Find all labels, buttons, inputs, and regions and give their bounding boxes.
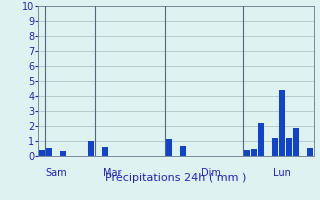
Bar	[286, 138, 292, 156]
Bar	[307, 148, 313, 156]
Text: Sam: Sam	[45, 168, 67, 178]
Bar	[279, 90, 285, 156]
Bar	[180, 146, 186, 156]
Bar	[88, 141, 94, 156]
Bar	[244, 150, 250, 156]
Text: Dim: Dim	[201, 168, 221, 178]
Bar	[251, 148, 257, 156]
Bar	[46, 148, 52, 156]
Bar	[258, 123, 264, 156]
Bar	[60, 151, 66, 156]
Bar	[293, 128, 299, 156]
Bar	[272, 138, 278, 156]
Bar	[39, 150, 45, 156]
Bar	[102, 147, 108, 156]
Bar	[166, 139, 172, 156]
Text: Lun: Lun	[273, 168, 291, 178]
Text: Mar: Mar	[103, 168, 122, 178]
X-axis label: Précipitations 24h ( mm ): Précipitations 24h ( mm )	[105, 173, 247, 183]
